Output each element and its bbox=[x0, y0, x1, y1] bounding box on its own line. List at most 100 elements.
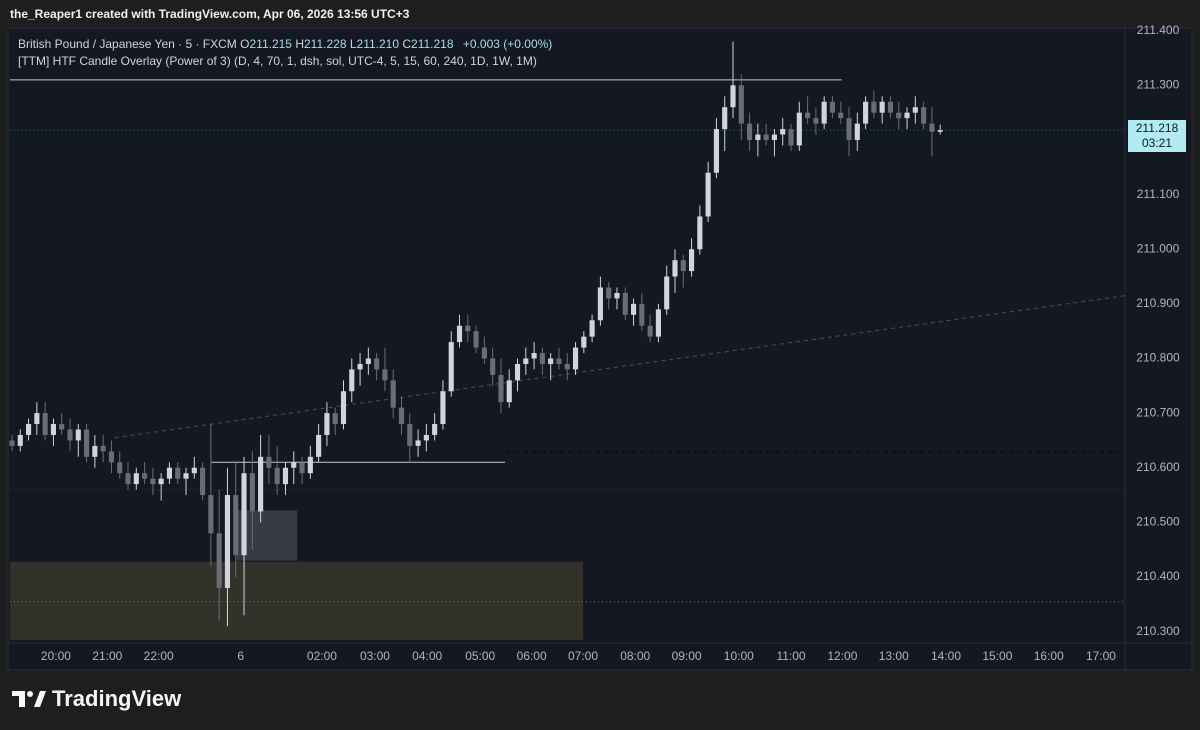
candle-body bbox=[664, 276, 670, 310]
y-tick-label: 211.000 bbox=[1137, 241, 1180, 255]
candle-body bbox=[316, 434, 322, 457]
logo-icon bbox=[12, 691, 46, 707]
candle-body bbox=[50, 424, 56, 435]
candle-body bbox=[597, 287, 603, 321]
ohlc-label: H bbox=[295, 37, 304, 51]
candle-body bbox=[365, 358, 371, 364]
candle-body bbox=[937, 130, 943, 132]
candle-body bbox=[622, 292, 628, 315]
y-tick-label: 210.900 bbox=[1136, 296, 1180, 310]
y-tick-label: 210.300 bbox=[1136, 624, 1180, 638]
candle-body bbox=[423, 434, 429, 441]
candle-body bbox=[208, 495, 214, 534]
candle-body bbox=[813, 118, 819, 124]
candle-body bbox=[324, 413, 330, 435]
candle-body bbox=[473, 331, 479, 348]
candle-body bbox=[25, 424, 32, 435]
trend-line bbox=[114, 295, 1126, 439]
candle-body bbox=[581, 336, 587, 348]
candle-body bbox=[59, 424, 65, 430]
candle-body bbox=[639, 303, 645, 326]
candle-body bbox=[390, 380, 396, 408]
candle-body bbox=[224, 495, 231, 588]
candle-body bbox=[548, 358, 554, 364]
candle-body bbox=[183, 473, 189, 479]
candle-body bbox=[241, 473, 247, 556]
candle-body bbox=[821, 101, 827, 124]
candle-body bbox=[531, 353, 537, 359]
candle-body bbox=[456, 325, 463, 343]
candle-body bbox=[763, 134, 769, 140]
candle-body bbox=[448, 342, 454, 392]
candle-body bbox=[697, 216, 703, 250]
candle-body bbox=[191, 467, 197, 474]
candle-body bbox=[879, 101, 885, 113]
x-tick-label: 21:00 bbox=[92, 649, 122, 663]
y-tick-label: 211.300 bbox=[1137, 78, 1180, 92]
zone bbox=[10, 561, 583, 640]
candle-body bbox=[216, 533, 222, 588]
legend: British Pound / Japanese Yen · 5 · FXCM … bbox=[18, 36, 552, 70]
candle-body bbox=[233, 495, 239, 556]
candle-body bbox=[838, 112, 844, 119]
candle-body bbox=[133, 473, 139, 485]
x-tick-label: 20:00 bbox=[41, 649, 71, 663]
candle-body bbox=[75, 429, 81, 441]
candle-body bbox=[67, 429, 73, 441]
candle-body bbox=[158, 478, 164, 485]
candle-body bbox=[150, 478, 156, 485]
x-tick-label: 16:00 bbox=[1034, 649, 1064, 663]
candle-body bbox=[805, 112, 811, 119]
candle-body bbox=[655, 309, 661, 337]
candle-body bbox=[680, 260, 686, 272]
x-tick-label: 03:00 bbox=[360, 649, 390, 663]
candle-body bbox=[9, 440, 15, 446]
price-tag: 211.218 03:21 bbox=[1128, 120, 1186, 153]
x-tick-label: 02:00 bbox=[307, 649, 337, 663]
candle-body bbox=[722, 107, 728, 130]
candle-body bbox=[340, 391, 347, 425]
candle-body bbox=[398, 407, 405, 425]
candle-body bbox=[249, 473, 255, 512]
candle-body bbox=[887, 101, 894, 113]
x-tick-label: 04:00 bbox=[412, 649, 442, 663]
candle-body bbox=[415, 440, 421, 446]
candle-body bbox=[730, 85, 736, 108]
candle-body bbox=[490, 358, 496, 375]
candle-body bbox=[166, 467, 173, 479]
x-tick-label: 11:00 bbox=[776, 649, 805, 663]
candle-body bbox=[349, 369, 355, 392]
candle-body bbox=[142, 473, 148, 479]
candle-body bbox=[539, 353, 545, 364]
candle-body bbox=[498, 374, 504, 403]
x-tick-label: 13:00 bbox=[879, 649, 909, 663]
candle-body bbox=[863, 101, 869, 124]
price-tag-price: 211.218 bbox=[1135, 121, 1179, 136]
candle-body bbox=[258, 456, 264, 512]
candle-body bbox=[705, 172, 711, 217]
candle-body bbox=[780, 129, 786, 135]
candle-body bbox=[904, 112, 910, 119]
candle-body bbox=[871, 101, 877, 113]
candle-body bbox=[912, 107, 918, 113]
candle-body bbox=[572, 347, 579, 370]
candle-body bbox=[175, 467, 181, 479]
x-tick-label: 6 bbox=[237, 649, 244, 663]
candle-body bbox=[92, 445, 98, 457]
candle-body bbox=[688, 249, 695, 272]
x-tick-label: 15:00 bbox=[982, 649, 1012, 663]
zone bbox=[236, 510, 298, 561]
candle-body bbox=[299, 462, 305, 474]
candle-body bbox=[564, 363, 570, 370]
candle-body bbox=[929, 123, 935, 132]
symbol: British Pound / Japanese Yen · 5 · FXCM bbox=[18, 37, 237, 51]
candle-body bbox=[713, 129, 719, 173]
x-tick-label: 12:00 bbox=[827, 649, 857, 663]
candle-body bbox=[514, 363, 521, 381]
candle-body bbox=[796, 112, 802, 146]
candle-body bbox=[291, 462, 297, 468]
candle-body bbox=[647, 325, 653, 337]
candle-body bbox=[407, 424, 413, 446]
ohlc-value: 211.228 bbox=[304, 37, 347, 51]
